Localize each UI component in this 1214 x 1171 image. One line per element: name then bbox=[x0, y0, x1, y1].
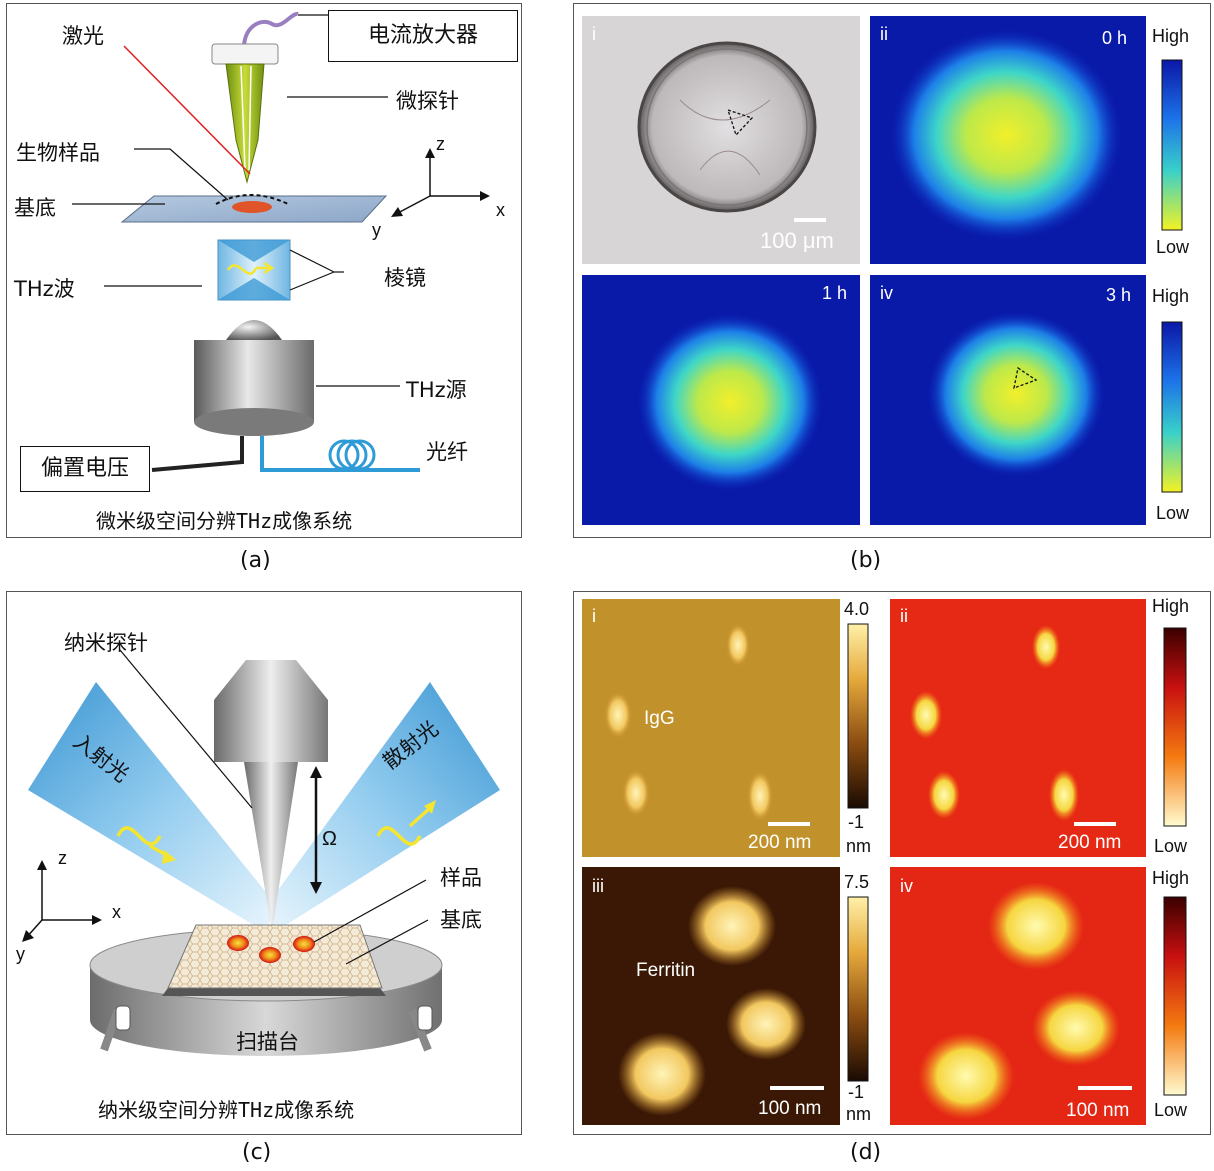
d-tag-iii: iii bbox=[592, 876, 604, 896]
b-cb-top-low: Low bbox=[1156, 237, 1190, 257]
b-tag-ii: ii bbox=[880, 24, 888, 44]
laser-label: 激光 bbox=[62, 24, 104, 48]
b-cb-bottom-high: High bbox=[1152, 286, 1190, 306]
bias-voltage-box: 偏置电压 bbox=[20, 446, 150, 492]
thz-source-label: THz源 bbox=[406, 378, 467, 402]
d-scale-text-i: 200 nm bbox=[748, 832, 812, 853]
amplifier-label: 电流放大器 bbox=[367, 23, 478, 48]
axis-z-label-c: z bbox=[58, 848, 67, 868]
fiber-label: 光纤 bbox=[426, 440, 468, 464]
d-cb-ii-low: Low bbox=[1154, 836, 1188, 856]
nanoprobe-diagram bbox=[22, 649, 500, 1056]
axis-y-label-c: y bbox=[16, 944, 25, 964]
b-scale-bar-i bbox=[794, 218, 826, 222]
axis-x-label-c: x bbox=[112, 902, 121, 922]
d-scale-bar-i bbox=[768, 822, 810, 826]
d-cb-iv-high: High bbox=[1152, 868, 1190, 888]
d-tag-ii: ii bbox=[900, 606, 908, 626]
bias-voltage-label: 偏置电压 bbox=[40, 456, 129, 481]
d-scale-bar-iv bbox=[1078, 1086, 1132, 1090]
b-time-iii: 1 h bbox=[822, 283, 848, 303]
d-cb-iii-min: -1 bbox=[848, 1082, 865, 1102]
d-cb-i-unit: nm bbox=[846, 836, 872, 856]
d-scale-bar-ii bbox=[1074, 822, 1116, 826]
d-label-igg: IgG bbox=[644, 708, 675, 729]
d-tag-i: i bbox=[592, 606, 596, 626]
d-cb-i-max: 4.0 bbox=[844, 599, 870, 619]
axis-x-label-a: x bbox=[496, 200, 505, 220]
panel-a-title: 微米级空间分辨THz成像系统 bbox=[96, 509, 353, 533]
thz-wave-label: THz波 bbox=[14, 277, 75, 301]
amplifier-box: 电流放大器 bbox=[328, 10, 518, 62]
panel-c-title: 纳米级空间分辨THz成像系统 bbox=[98, 1098, 355, 1122]
d-cb-iii-unit: nm bbox=[846, 1104, 872, 1124]
caption-d: (d) bbox=[850, 1140, 882, 1165]
stage-label: 扫描台 bbox=[236, 1030, 299, 1054]
nano-images bbox=[582, 599, 1187, 1125]
b-tag-iv: iv bbox=[880, 283, 893, 303]
b-scale-text-i: 100 μm bbox=[760, 228, 834, 253]
bio-sample-label: 生物样品 bbox=[16, 141, 100, 165]
terahertz-images bbox=[582, 16, 1183, 525]
d-scale-bar-iii bbox=[770, 1086, 824, 1090]
axis-z-label-a: z bbox=[436, 134, 445, 154]
prism-label: 棱镜 bbox=[384, 266, 426, 290]
nano-probe-label: 纳米探针 bbox=[64, 631, 148, 655]
d-cb-iii-max: 7.5 bbox=[844, 872, 870, 892]
d-scale-text-ii: 200 nm bbox=[1058, 832, 1122, 853]
d-scale-text-iv: 100 nm bbox=[1066, 1100, 1130, 1121]
b-cb-top-high: High bbox=[1152, 26, 1190, 46]
b-time-ii: 0 h bbox=[1102, 28, 1128, 48]
omega-label: Ω bbox=[322, 828, 337, 850]
d-cb-iv-low: Low bbox=[1154, 1100, 1188, 1120]
caption-b: (b) bbox=[850, 548, 882, 573]
sample-label-c: 样品 bbox=[440, 866, 482, 890]
substrate-label-a: 基底 bbox=[14, 196, 56, 220]
b-time-iv: 3 h bbox=[1106, 285, 1132, 305]
microprobe-label: 微探针 bbox=[396, 89, 459, 113]
b-tag-i: i bbox=[592, 24, 596, 44]
microprobe-diagram bbox=[72, 11, 490, 472]
caption-c: (c) bbox=[242, 1140, 272, 1165]
d-tag-iv: iv bbox=[900, 876, 913, 896]
d-cb-ii-high: High bbox=[1152, 596, 1190, 616]
axis-y-label-a: y bbox=[372, 220, 381, 240]
d-label-ferritin: Ferritin bbox=[636, 960, 696, 981]
d-scale-text-iii: 100 nm bbox=[758, 1098, 822, 1119]
substrate-label-c: 基底 bbox=[440, 908, 482, 932]
d-cb-i-min: -1 bbox=[848, 812, 865, 832]
caption-a: (a) bbox=[240, 548, 271, 573]
b-cb-bottom-low: Low bbox=[1156, 503, 1190, 523]
